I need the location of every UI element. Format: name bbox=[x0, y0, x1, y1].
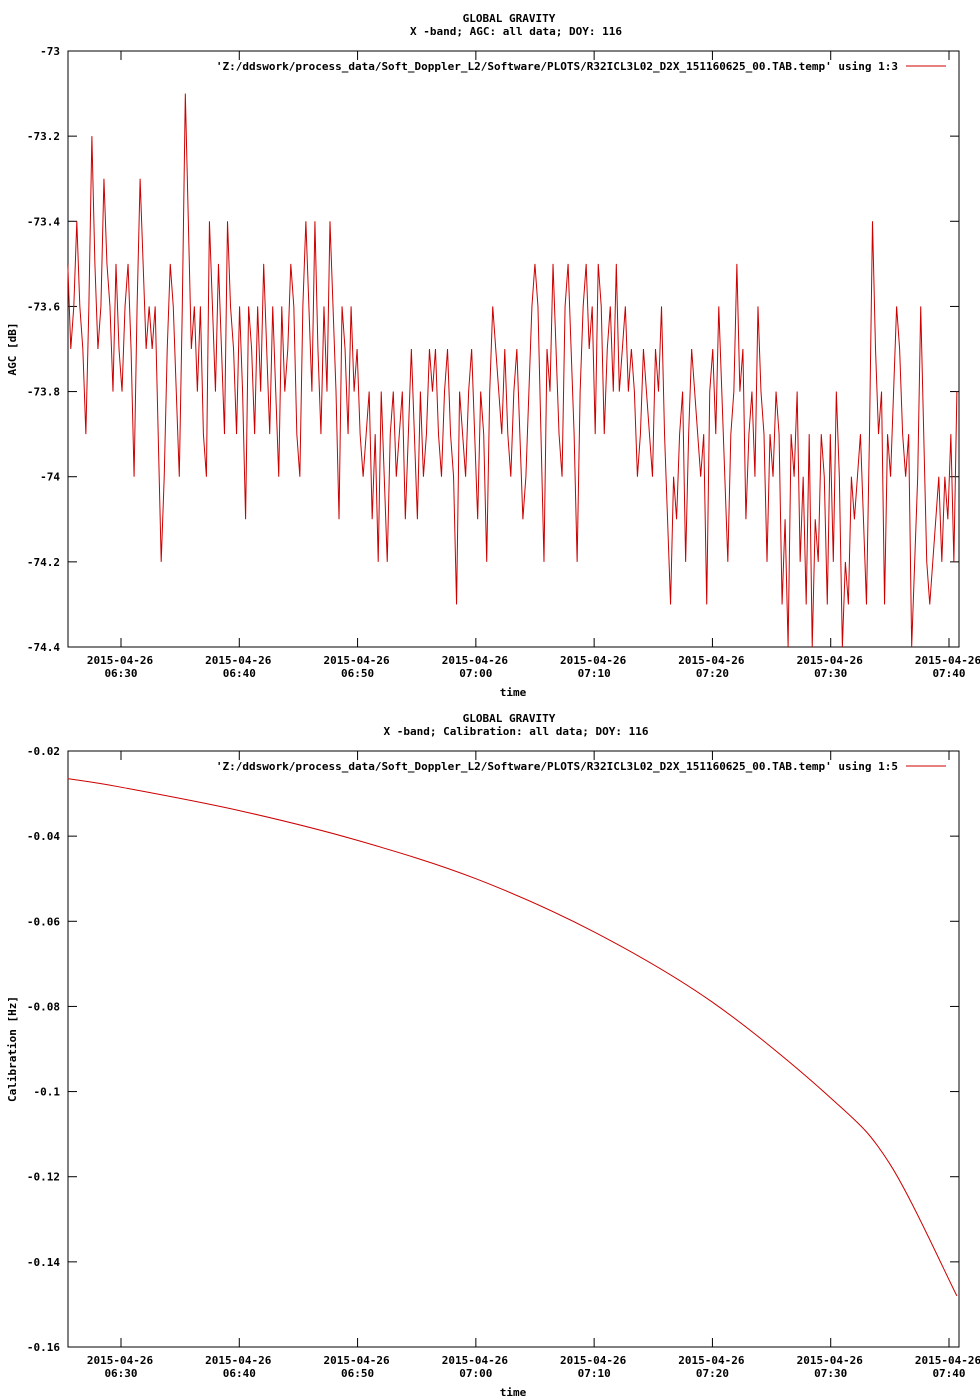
y-tick-label: -0.1 bbox=[34, 1086, 61, 1099]
y-tick-label: -0.12 bbox=[27, 1171, 60, 1184]
x-axis-ticks: 2015-04-2606:302015-04-2606:402015-04-26… bbox=[87, 751, 980, 1380]
x-tick-label-time: 07:10 bbox=[578, 1367, 611, 1380]
y-tick-label: -0.02 bbox=[27, 745, 60, 758]
chart-subtitle: X -band; Calibration: all data; DOY: 116 bbox=[384, 725, 649, 738]
x-tick-label-date: 2015-04-26 bbox=[560, 654, 627, 667]
y-tick-label: -0.06 bbox=[27, 915, 60, 928]
x-tick-label-time: 06:30 bbox=[104, 667, 137, 680]
y-tick-label: -74 bbox=[40, 471, 60, 484]
x-tick-label-date: 2015-04-26 bbox=[442, 1354, 509, 1367]
y-tick-label: -74.2 bbox=[27, 556, 60, 569]
chart-title: GLOBAL GRAVITY bbox=[463, 12, 556, 25]
x-tick-label-date: 2015-04-26 bbox=[915, 654, 980, 667]
agc-series-line bbox=[67, 93, 958, 648]
legend-entry-label: 'Z:/ddswork/process_data/Soft_Doppler_L2… bbox=[216, 60, 898, 73]
x-tick-label-date: 2015-04-26 bbox=[205, 1354, 272, 1367]
x-tick-label-date: 2015-04-26 bbox=[797, 654, 864, 667]
y-tick-label: -73.6 bbox=[27, 300, 60, 313]
calibration-chart: GLOBAL GRAVITY X -band; Calibration: all… bbox=[6, 712, 980, 1399]
x-tick-label-time: 06:50 bbox=[341, 667, 374, 680]
x-tick-label-time: 07:40 bbox=[932, 667, 965, 680]
x-tick-label-time: 06:30 bbox=[104, 1367, 137, 1380]
y-tick-label: -73.4 bbox=[27, 215, 60, 228]
x-tick-label-date: 2015-04-26 bbox=[678, 1354, 745, 1367]
y-tick-label: -73.2 bbox=[27, 130, 60, 143]
chart-title: GLOBAL GRAVITY bbox=[463, 712, 556, 725]
x-tick-label-time: 07:00 bbox=[459, 667, 492, 680]
agc-chart: GLOBAL GRAVITY X -band; AGC: all data; D… bbox=[6, 12, 980, 699]
y-axis-ticks: -0.02 -0.04 -0.06 -0.08 -0.1 -0.12 -0.14 -0.16 bbox=[27, 745, 959, 1354]
x-tick-label-time: 07:40 bbox=[932, 1367, 965, 1380]
x-tick-label-time: 07:20 bbox=[696, 667, 729, 680]
y-axis-label: Calibration [Hz] bbox=[6, 996, 19, 1102]
x-tick-label-time: 07:00 bbox=[459, 1367, 492, 1380]
x-tick-label-time: 06:40 bbox=[223, 1367, 256, 1380]
x-tick-label-date: 2015-04-26 bbox=[323, 1354, 390, 1367]
x-axis-ticks: 2015-04-2606:302015-04-2606:402015-04-26… bbox=[87, 51, 980, 680]
x-tick-label-date: 2015-04-26 bbox=[915, 1354, 980, 1367]
y-tick-label: -0.08 bbox=[27, 1000, 60, 1013]
y-tick-label: -73 bbox=[40, 45, 60, 58]
x-tick-label-date: 2015-04-26 bbox=[87, 654, 154, 667]
calibration-series-line bbox=[67, 778, 958, 1297]
x-axis-label: time bbox=[500, 1386, 527, 1399]
x-tick-label-date: 2015-04-26 bbox=[442, 654, 509, 667]
x-tick-label-date: 2015-04-26 bbox=[323, 654, 390, 667]
y-tick-label: -0.16 bbox=[27, 1341, 60, 1354]
x-tick-label-time: 07:30 bbox=[814, 1367, 847, 1380]
x-tick-label-time: 07:30 bbox=[814, 667, 847, 680]
y-axis-label: AGC [dB] bbox=[6, 323, 19, 376]
x-tick-label-time: 07:20 bbox=[696, 1367, 729, 1380]
x-tick-label-date: 2015-04-26 bbox=[205, 654, 272, 667]
x-tick-label-date: 2015-04-26 bbox=[797, 1354, 864, 1367]
x-tick-label-time: 06:50 bbox=[341, 1367, 374, 1380]
x-tick-label-time: 06:40 bbox=[223, 667, 256, 680]
y-tick-label: -0.04 bbox=[27, 830, 60, 843]
x-tick-label-date: 2015-04-26 bbox=[678, 654, 745, 667]
x-tick-label-time: 07:10 bbox=[578, 667, 611, 680]
x-tick-label-date: 2015-04-26 bbox=[560, 1354, 627, 1367]
legend-entry-label: 'Z:/ddswork/process_data/Soft_Doppler_L2… bbox=[216, 760, 898, 773]
plot-frame bbox=[67, 50, 960, 648]
x-tick-label-date: 2015-04-26 bbox=[87, 1354, 154, 1367]
y-axis-ticks: -73 -73.2 -73.4 -73.6 -73.8 -74 -74.2 -74.4 bbox=[27, 45, 959, 654]
x-axis-label: time bbox=[500, 686, 527, 699]
plot-frame bbox=[67, 750, 960, 1348]
y-tick-label: -73.8 bbox=[27, 386, 60, 399]
y-tick-label: -0.14 bbox=[27, 1256, 60, 1269]
y-tick-label: -74.4 bbox=[27, 641, 60, 654]
chart-subtitle: X -band; AGC: all data; DOY: 116 bbox=[410, 25, 622, 38]
